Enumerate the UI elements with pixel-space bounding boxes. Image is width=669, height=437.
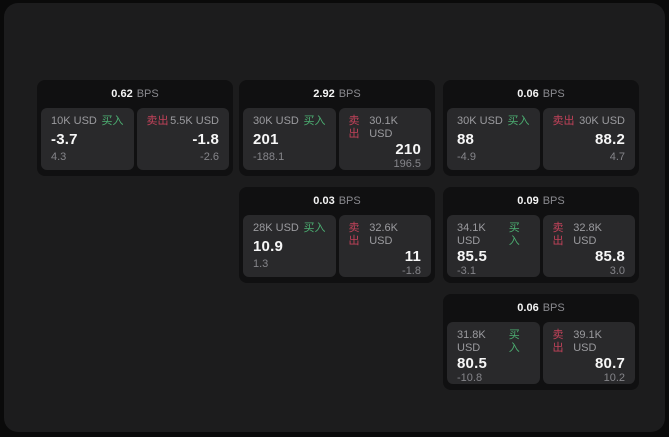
bps-value: 0.06 (517, 302, 539, 314)
sell-label: 卖出 (552, 115, 575, 127)
buy-label: 买入 (508, 329, 520, 354)
quote-card: 0.62 BPS 10K USD 买入 -3.7 4.3 卖出 5.5K USD… (37, 80, 233, 176)
card-body: 31.8K USD 买入 80.5 -10.8 卖出 39.1K USD 80.… (443, 322, 639, 384)
sell-delta: 4.7 (609, 151, 625, 163)
card-body: 34.1K USD 买入 85.5 -3.1 卖出 32.8K USD 85.8… (443, 215, 639, 277)
sell-price: 210 (395, 141, 421, 158)
buy-amount: 31.8K USD (457, 329, 486, 354)
bps-unit: BPS (542, 302, 565, 314)
buy-price: -3.7 (51, 131, 78, 148)
bps-value: 0.09 (517, 195, 539, 207)
quote-card: 0.03 BPS 28K USD 买入 10.9 1.3 卖出 32.6K US… (239, 187, 435, 283)
buy-amount: 30K USD (253, 115, 299, 127)
buy-delta: -4.9 (457, 151, 476, 163)
buy-tile[interactable]: 34.1K USD 买入 85.5 -3.1 (447, 215, 540, 277)
card-body: 28K USD 买入 10.9 1.3 卖出 32.6K USD 11 -1.8 (239, 215, 435, 277)
sell-price: 80.7 (595, 355, 625, 372)
sell-price: 11 (404, 248, 421, 265)
buy-tile[interactable]: 28K USD 买入 10.9 1.3 (243, 215, 336, 277)
buy-tile[interactable]: 30K USD 买入 201 -188.1 (243, 108, 336, 170)
buy-price: 10.9 (253, 238, 283, 255)
bps-value: 0.62 (111, 88, 133, 100)
buy-amount: 30K USD (457, 115, 503, 127)
sell-amount: 39.1K USD (573, 329, 602, 354)
bps-unit: BPS (136, 88, 159, 100)
sell-amount: 32.6K USD (369, 222, 398, 247)
sell-delta: 10.2 (603, 372, 625, 384)
buy-price: 85.5 (457, 248, 487, 265)
buy-delta: -10.8 (457, 372, 483, 384)
sell-tile[interactable]: 卖出 30.1K USD 210 196.5 (338, 108, 431, 170)
buy-label: 买入 (101, 115, 124, 127)
buy-label: 买入 (303, 222, 326, 234)
sell-label: 卖出 (552, 222, 564, 247)
sell-delta: 3.0 (609, 265, 625, 277)
buy-price: 88 (457, 131, 475, 148)
buy-delta: -188.1 (253, 151, 285, 163)
buy-price: 201 (253, 131, 279, 148)
bps-header: 0.03 BPS (239, 187, 435, 215)
sell-price: 88.2 (595, 131, 625, 148)
bps-header: 0.09 BPS (443, 187, 639, 215)
bps-unit: BPS (338, 88, 361, 100)
sell-tile[interactable]: 卖出 39.1K USD 80.7 10.2 (542, 322, 635, 384)
bps-value: 0.06 (517, 88, 539, 100)
buy-tile[interactable]: 30K USD 买入 88 -4.9 (447, 108, 540, 170)
bps-header: 0.06 BPS (443, 80, 639, 108)
quotes-panel: 0.62 BPS 10K USD 买入 -3.7 4.3 卖出 5.5K USD… (4, 3, 665, 432)
sell-tile[interactable]: 卖出 30K USD 88.2 4.7 (542, 108, 635, 170)
sell-delta: -2.6 (200, 151, 219, 163)
sell-label: 卖出 (348, 115, 360, 140)
sell-tile[interactable]: 卖出 5.5K USD -1.8 -2.6 (136, 108, 229, 170)
sell-price: 85.8 (595, 248, 625, 265)
card-body: 30K USD 买入 88 -4.9 卖出 30K USD 88.2 4.7 (443, 108, 639, 170)
sell-label: 卖出 (146, 115, 169, 127)
quote-card: 0.06 BPS 31.8K USD 买入 80.5 -10.8 卖出 39.1… (443, 294, 639, 390)
sell-amount: 30K USD (579, 115, 625, 127)
buy-label: 买入 (508, 222, 520, 247)
card-body: 30K USD 买入 201 -188.1 卖出 30.1K USD 210 1… (239, 108, 435, 170)
bps-unit: BPS (338, 195, 361, 207)
buy-delta: 4.3 (51, 151, 67, 163)
quote-card: 0.06 BPS 30K USD 买入 88 -4.9 卖出 30K USD 8… (443, 80, 639, 176)
buy-amount: 10K USD (51, 115, 97, 127)
sell-amount: 32.8K USD (573, 222, 602, 247)
bps-header: 2.92 BPS (239, 80, 435, 108)
sell-amount: 5.5K USD (170, 115, 219, 127)
buy-label: 买入 (303, 115, 326, 127)
sell-price: -1.8 (192, 131, 219, 148)
buy-tile[interactable]: 31.8K USD 买入 80.5 -10.8 (447, 322, 540, 384)
bps-value: 2.92 (313, 88, 335, 100)
bps-unit: BPS (542, 88, 565, 100)
quote-card: 0.09 BPS 34.1K USD 买入 85.5 -3.1 卖出 32.8K… (443, 187, 639, 283)
sell-tile[interactable]: 卖出 32.6K USD 11 -1.8 (338, 215, 431, 277)
sell-label: 卖出 (348, 222, 360, 247)
quote-card: 2.92 BPS 30K USD 买入 201 -188.1 卖出 30.1K … (239, 80, 435, 176)
sell-label: 卖出 (552, 329, 564, 354)
buy-amount: 28K USD (253, 222, 299, 234)
sell-amount: 30.1K USD (369, 115, 398, 140)
buy-delta: -3.1 (457, 265, 476, 277)
sell-delta: -1.8 (402, 265, 421, 277)
bps-unit: BPS (542, 195, 565, 207)
sell-tile[interactable]: 卖出 32.8K USD 85.8 3.0 (542, 215, 635, 277)
card-body: 10K USD 买入 -3.7 4.3 卖出 5.5K USD -1.8 -2.… (37, 108, 233, 170)
sell-delta: 196.5 (393, 158, 421, 170)
buy-delta: 1.3 (253, 258, 269, 270)
bps-header: 0.06 BPS (443, 294, 639, 322)
buy-price: 80.5 (457, 355, 487, 372)
buy-amount: 34.1K USD (457, 222, 486, 247)
bps-value: 0.03 (313, 195, 335, 207)
buy-tile[interactable]: 10K USD 买入 -3.7 4.3 (41, 108, 134, 170)
bps-header: 0.62 BPS (37, 80, 233, 108)
buy-label: 买入 (507, 115, 530, 127)
